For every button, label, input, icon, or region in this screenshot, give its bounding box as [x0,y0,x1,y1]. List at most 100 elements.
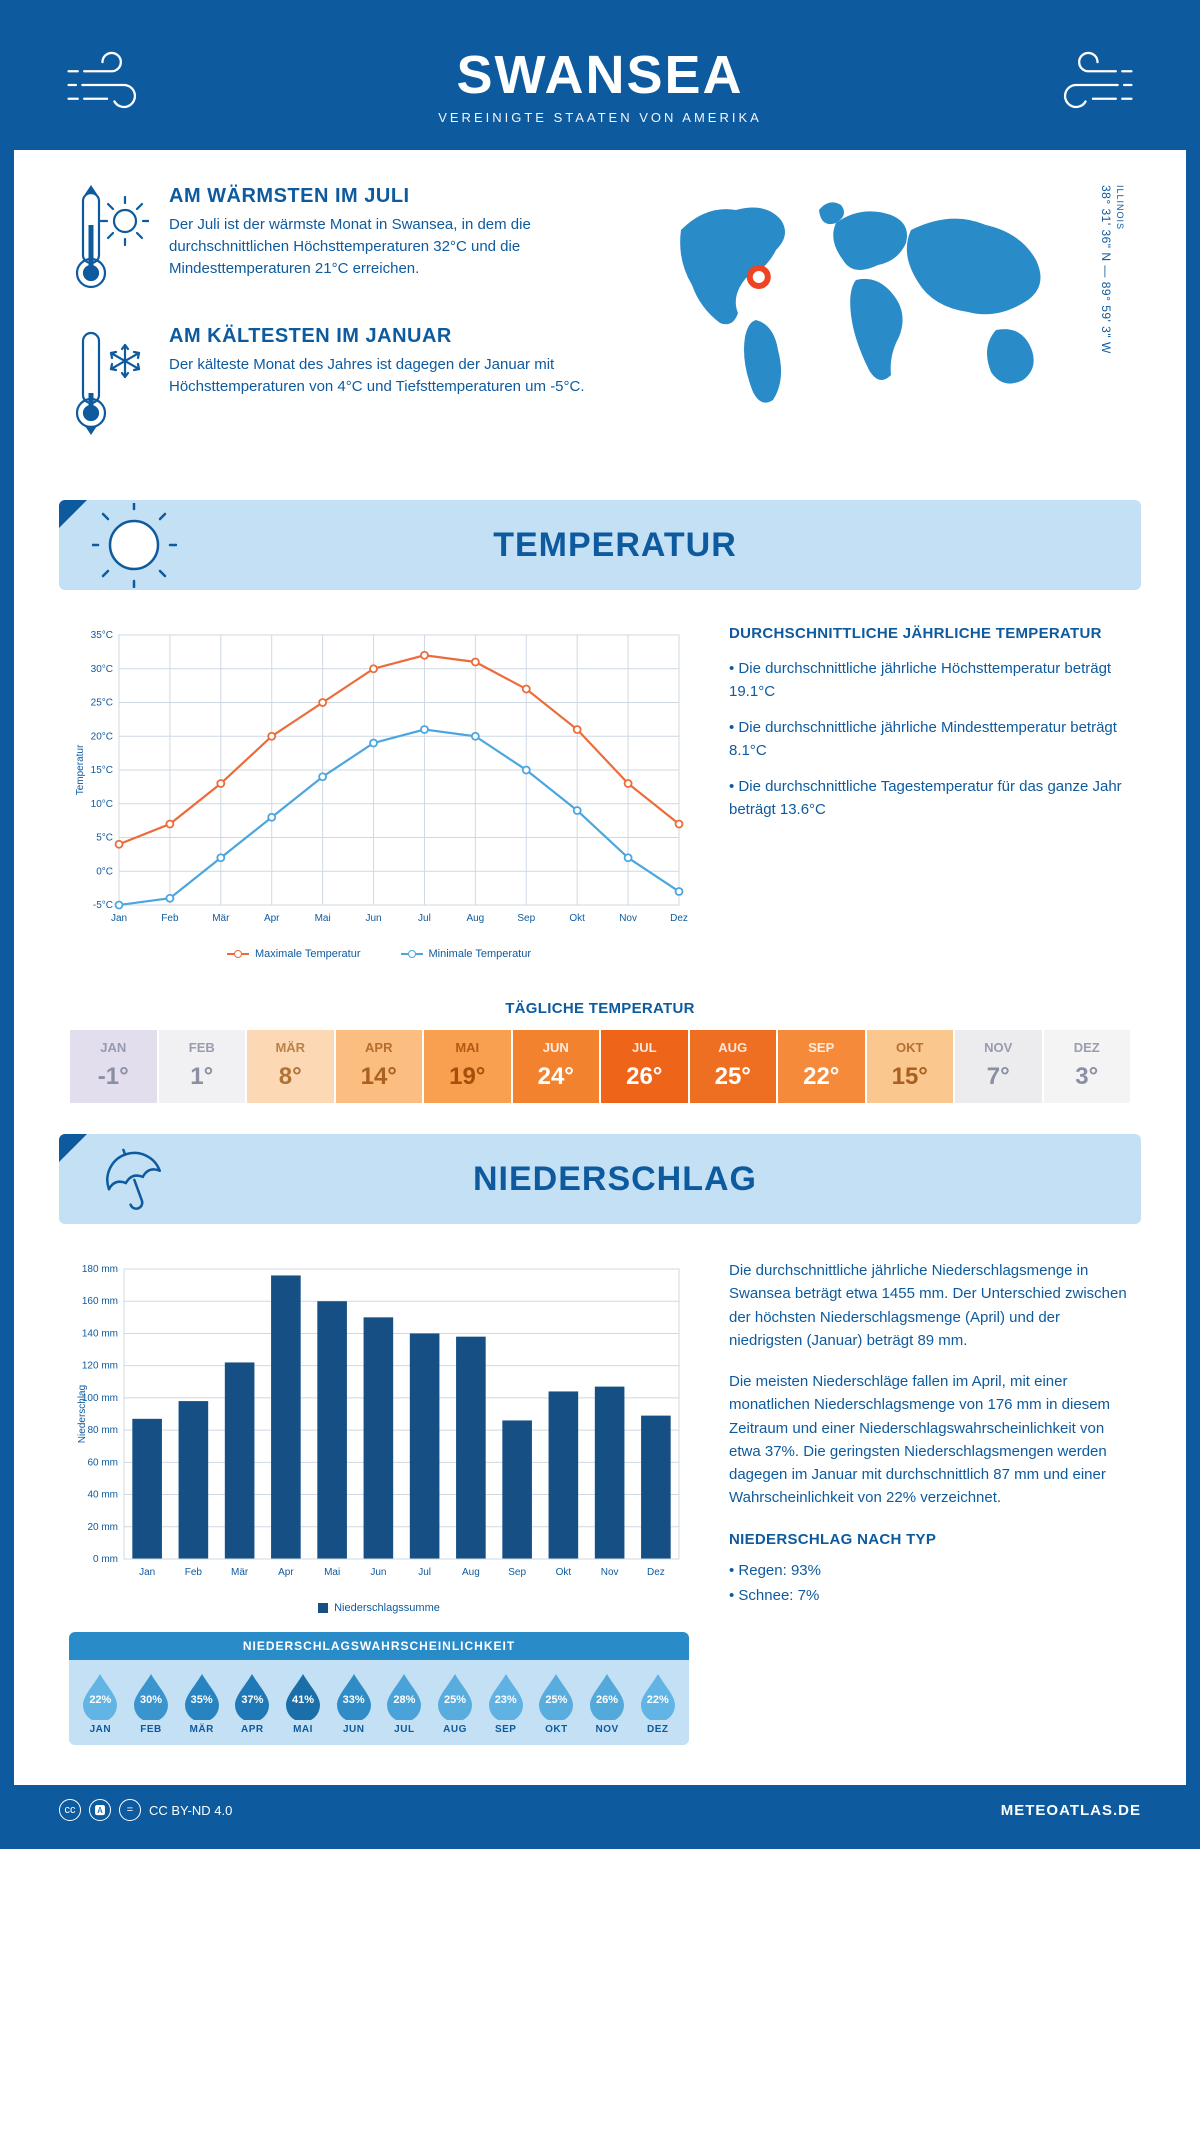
prob-cell: 35% MÄR [176,1672,227,1735]
svg-text:Jan: Jan [111,913,127,924]
daily-cell: JUN24° [512,1029,601,1104]
svg-text:Mär: Mär [212,913,230,924]
temp-info-b3: • Die durchschnittliche Tagestemperatur … [729,776,1131,821]
svg-text:20°C: 20°C [91,731,113,742]
svg-text:35°C: 35°C [91,630,113,641]
temp-info-title: DURCHSCHNITTLICHE JÄHRLICHE TEMPERATUR [729,625,1131,642]
precip-type-title: NIEDERSCHLAG NACH TYP [729,1528,1131,1551]
daily-cell: NOV7° [954,1029,1043,1104]
umbrella-icon [95,1140,173,1218]
daily-cell: APR14° [335,1029,424,1104]
svg-text:Mai: Mai [315,913,331,924]
temp-legend: #leg-max::after{border-color:#ed6b3a}Max… [69,948,689,960]
svg-text:Feb: Feb [185,1567,203,1578]
daily-cell: FEB1° [158,1029,247,1104]
svg-text:25°C: 25°C [91,698,113,709]
warmest-text: Der Juli ist der wärmste Monat in Swanse… [169,214,621,279]
svg-text:Aug: Aug [462,1567,480,1578]
coldest-block: AM KÄLTESTEN IM JANUAR Der kälteste Mona… [69,325,621,435]
precip-section-title: NIEDERSCHLAG [209,1160,1141,1199]
by-icon: 🅰 [89,1799,111,1821]
wind-icon-left [64,45,174,125]
svg-text:60 mm: 60 mm [87,1457,118,1468]
svg-text:0 mm: 0 mm [93,1554,118,1565]
temp-info-b2: • Die durchschnittliche jährliche Mindes… [729,717,1131,762]
daily-cell: AUG25° [689,1029,778,1104]
daily-temp-table: JAN-1° FEB1° MÄR8° APR14° MAI19° JUN24° … [69,1029,1131,1104]
svg-text:Apr: Apr [264,913,280,924]
svg-text:Jun: Jun [370,1567,386,1578]
temp-banner: TEMPERATUR [59,500,1141,590]
svg-text:Feb: Feb [161,913,179,924]
wind-icon-right [1026,45,1136,125]
svg-text:Apr: Apr [278,1567,294,1578]
svg-text:Jun: Jun [365,913,381,924]
svg-text:40 mm: 40 mm [87,1490,118,1501]
coldest-title: AM KÄLTESTEN IM JANUAR [169,325,621,348]
daily-cell: DEZ3° [1043,1029,1132,1104]
svg-text:10°C: 10°C [91,799,113,810]
precip-type-rain: • Regen: 93% [729,1559,1131,1582]
svg-text:Mai: Mai [324,1567,340,1578]
warmest-title: AM WÄRMSTEN IM JULI [169,185,621,208]
prob-cell: 25% OKT [531,1672,582,1735]
precip-chart: 0 mm20 mm40 mm60 mm80 mm100 mm120 mm140 … [69,1259,689,1614]
svg-text:Jul: Jul [418,913,431,924]
svg-text:5°C: 5°C [96,833,113,844]
svg-text:Nov: Nov [601,1567,619,1578]
svg-text:15°C: 15°C [91,765,113,776]
coordinates: 38° 31' 36" N — 89° 59' 3" W [1099,185,1113,354]
svg-text:Nov: Nov [619,913,637,924]
nd-icon: = [119,1799,141,1821]
daily-cell: SEP22° [777,1029,866,1104]
precip-banner: NIEDERSCHLAG [59,1134,1141,1224]
svg-text:Niederschlag: Niederschlag [77,1385,88,1443]
temp-info: DURCHSCHNITTLICHE JÄHRLICHE TEMPERATUR •… [729,625,1131,960]
prob-cell: 37% APR [227,1672,278,1735]
svg-text:160 mm: 160 mm [82,1296,118,1307]
cc-icon: cc [59,1799,81,1821]
thermometer-cold-icon [69,325,149,435]
prob-title: NIEDERSCHLAGSWAHRSCHEINLICHKEIT [69,1632,689,1660]
header: SWANSEA VEREINIGTE STAATEN VON AMERIKA [14,14,1186,150]
svg-text:Temperatur: Temperatur [75,744,86,795]
precip-legend: Niederschlagssumme [69,1602,689,1614]
prob-cell: 25% AUG [430,1672,481,1735]
site-label: METEOATLAS.DE [1001,1802,1141,1819]
precip-p1: Die durchschnittliche jährliche Niedersc… [729,1259,1131,1352]
svg-text:Aug: Aug [466,913,484,924]
sun-icon [92,503,177,588]
infographic-page: SWANSEA VEREINIGTE STAATEN VON AMERIKA [0,0,1200,1849]
svg-text:Okt: Okt [569,913,585,924]
prob-cell: 33% JUN [328,1672,379,1735]
temp-info-b1: • Die durchschnittliche jährliche Höchst… [729,658,1131,703]
prob-cell: 41% MAI [278,1672,329,1735]
prob-cell: 28% JUL [379,1672,430,1735]
svg-text:Dez: Dez [647,1567,665,1578]
svg-text:Jan: Jan [139,1567,155,1578]
intro-section: AM WÄRMSTEN IM JULI Der Juli ist der wär… [14,150,1186,490]
precip-probability-box: NIEDERSCHLAGSWAHRSCHEINLICHKEIT 22% JAN … [69,1632,689,1745]
prob-cell: 26% NOV [582,1672,633,1735]
daily-title: TÄGLICHE TEMPERATUR [14,1000,1186,1017]
map-block: 38° 31' 36" N — 89° 59' 3" W ILLINOIS [651,185,1131,465]
license-text: CC BY-ND 4.0 [149,1803,232,1818]
daily-cell: JUL26° [600,1029,689,1104]
svg-text:Sep: Sep [517,913,535,924]
precip-text: Die durchschnittliche jährliche Niedersc… [729,1259,1131,1745]
country-subtitle: VEREINIGTE STAATEN VON AMERIKA [174,110,1026,125]
footer: cc 🅰 = CC BY-ND 4.0 METEOATLAS.DE [14,1785,1186,1835]
svg-text:Dez: Dez [670,913,688,924]
precip-legend-label: Niederschlagssumme [334,1602,440,1614]
svg-text:140 mm: 140 mm [82,1328,118,1339]
svg-text:0°C: 0°C [96,866,113,877]
svg-text:Mär: Mär [231,1567,249,1578]
svg-text:Jul: Jul [418,1567,431,1578]
state-label: ILLINOIS [1115,185,1125,230]
temp-chart: -5°C0°C5°C10°C15°C20°C25°C30°C35°CJanFeb… [69,625,689,960]
daily-cell: MAI19° [423,1029,512,1104]
prob-cell: 30% FEB [126,1672,177,1735]
svg-text:180 mm: 180 mm [82,1264,118,1275]
license-block: cc 🅰 = CC BY-ND 4.0 [59,1799,232,1821]
svg-text:20 mm: 20 mm [87,1522,118,1533]
